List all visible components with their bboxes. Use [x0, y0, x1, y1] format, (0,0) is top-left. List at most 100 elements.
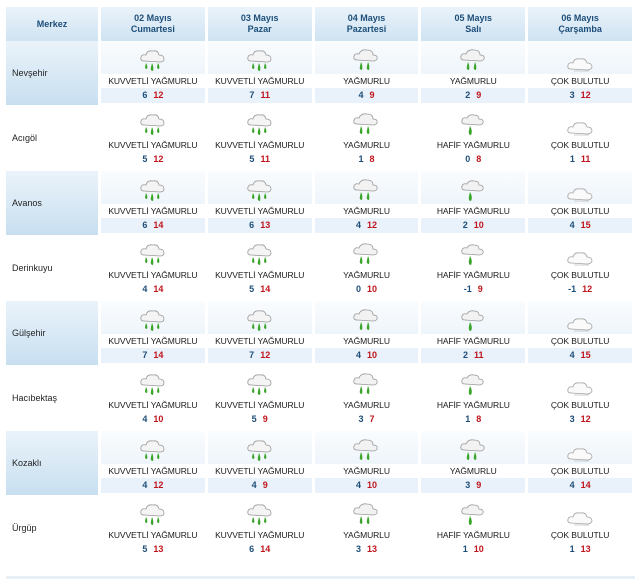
forecast-cell: HAFİF YAĞMURLU 1 10 [421, 495, 525, 561]
min-temperature: 6 [249, 544, 255, 554]
table-row: Kozaklı KUVVETLİ YAĞMURLU 4 12 KUVVETLİ YAĞM… [6, 431, 632, 495]
condition-label: YAĞMURLU [343, 76, 390, 86]
temperature-range: 5 14 [208, 282, 312, 297]
condition-label: YAĞMURLU [449, 466, 497, 476]
min-temperature: -1 [568, 284, 577, 294]
condition-label: KUVVETLİ YAĞMURLU [108, 206, 198, 216]
max-temperature: 9 [476, 480, 482, 490]
forecast-cell: YAĞMURLU 2 9 [421, 41, 526, 105]
day-weekday: Salı [465, 24, 482, 34]
heavy-rain-cloud-icon [101, 105, 205, 138]
condition-label: KUVVETLİ YAĞMURLU [108, 76, 198, 86]
temperature-range: 6 12 [101, 88, 205, 103]
min-temperature: 7 [142, 350, 148, 360]
condition-label: YAĞMURLU [343, 140, 390, 150]
max-temperature: 11 [260, 154, 270, 164]
max-temperature: 9 [262, 414, 268, 424]
min-temperature: 4 [142, 480, 148, 490]
forecast-cell: ÇOK BULUTLU 1 11 [528, 105, 632, 171]
condition-label: KUVVETLİ YAĞMURLU [215, 336, 305, 346]
max-temperature: 8 [476, 414, 482, 424]
condition-label: ÇOK BULUTLU [550, 76, 610, 86]
temperature-range: 7 14 [101, 348, 205, 363]
rain-cloud-icon [314, 301, 419, 334]
rain-cloud-icon [314, 41, 419, 74]
forecast-rows: Nevşehir KUVVETLİ YAĞMURLU 6 12 KUVVETLİ YAĞ… [6, 41, 632, 561]
min-temperature: 4 [358, 90, 364, 100]
city-cell: Nevşehir [6, 41, 98, 105]
light-rain-cloud-icon [421, 105, 525, 138]
forecast-cell: KUVVETLİ YAĞMURLU 6 14 [208, 495, 312, 561]
forecast-cell: YAĞMURLU 1 8 [315, 105, 419, 171]
condition-label: KUVVETLİ YAĞMURLU [108, 530, 198, 540]
city-name: Gülşehir [12, 328, 46, 338]
min-temperature: 6 [142, 90, 148, 100]
city-name: Derinkuyu [12, 263, 53, 273]
temperature-range: 7 12 [207, 348, 312, 363]
cloudy-icon [528, 301, 632, 334]
day-weekday: Cumartesi [130, 24, 175, 34]
condition-label: KUVVETLİ YAĞMURLU [215, 206, 305, 216]
table-row: Nevşehir KUVVETLİ YAĞMURLU 6 12 KUVVETLİ YAĞ… [6, 41, 632, 105]
heavy-rain-cloud-icon [207, 431, 312, 464]
condition-label: ÇOK BULUTLU [550, 530, 610, 540]
max-temperature: 15 [580, 350, 591, 360]
condition-label: KUVVETLİ YAĞMURLU [108, 466, 198, 476]
forecast-cell: KUVVETLİ YAĞMURLU 6 13 [207, 171, 312, 235]
max-temperature: 12 [366, 220, 377, 230]
min-temperature: 2 [462, 220, 468, 230]
city-name: Acıgöl [12, 133, 38, 143]
day-header: 04 Mayıs Pazartesi [314, 7, 419, 41]
max-temperature: 12 [580, 414, 591, 424]
max-temperature: 8 [369, 154, 375, 164]
city-cell: Ürgüp [6, 495, 98, 561]
condition-label: KUVVETLİ YAĞMURLU [108, 140, 198, 150]
cloudy-icon [528, 365, 632, 398]
temperature-range: 4 12 [101, 478, 205, 493]
max-temperature: 13 [366, 544, 377, 554]
table-row: Derinkuyu KUVVETLİ YAĞMURLU 4 14 KUVVETLİ YA… [6, 235, 632, 301]
max-temperature: 10 [153, 414, 164, 424]
condition-label: HAFİF YAĞMURLU [436, 206, 510, 216]
light-rain-cloud-icon [421, 235, 525, 268]
condition-label: KUVVETLİ YAĞMURLU [108, 270, 198, 280]
temperature-range: 1 10 [421, 542, 525, 557]
forecast-cell: ÇOK BULUTLU 4 14 [528, 431, 632, 495]
forecast-cell: YAĞMURLU 4 12 [314, 171, 419, 235]
city-name: Ürgüp [12, 523, 37, 533]
day-date: 05 Mayıs [454, 13, 493, 23]
condition-label: ÇOK BULUTLU [550, 400, 610, 410]
heavy-rain-cloud-icon [101, 301, 205, 334]
city-cell: Acıgöl [6, 105, 98, 171]
forecast-cell: KUVVETLİ YAĞMURLU 7 14 [101, 301, 205, 365]
city-name: Nevşehir [12, 68, 48, 78]
light-rain-cloud-icon [421, 495, 525, 528]
min-temperature: 0 [465, 154, 471, 164]
condition-label: ÇOK BULUTLU [550, 206, 610, 216]
max-temperature: 14 [580, 480, 591, 490]
max-temperature: 10 [366, 284, 377, 294]
table-row: Gülşehir KUVVETLİ YAĞMURLU 7 14 KUVVETLİ YAĞ… [6, 301, 632, 365]
forecast-cell: YAĞMURLU 3 9 [421, 431, 526, 495]
min-temperature: 2 [463, 350, 469, 360]
min-temperature: 5 [249, 154, 255, 164]
min-temperature: 5 [249, 284, 255, 294]
max-temperature: 15 [580, 220, 591, 230]
forecast-cell: KUVVETLİ YAĞMURLU 5 13 [101, 495, 205, 561]
max-temperature: 10 [366, 350, 377, 360]
condition-label: HAFİF YAĞMURLU [436, 270, 510, 280]
temperature-range: -1 9 [421, 282, 525, 297]
max-temperature: 14 [153, 220, 164, 230]
max-temperature: 12 [153, 154, 164, 164]
forecast-table: Merkez 02 Mayıs Cumartesi 03 Mayıs Pazar 0… [3, 7, 635, 561]
max-temperature: 9 [476, 90, 482, 100]
forecast-cell: ÇOK BULUTLU 4 15 [528, 171, 632, 235]
city-cell: Kozaklı [6, 431, 98, 495]
condition-label: KUVVETLİ YAĞMURLU [215, 400, 305, 410]
min-temperature: 4 [355, 350, 361, 360]
max-temperature: 12 [582, 284, 593, 294]
temperature-range: 4 10 [101, 412, 205, 427]
min-temperature: 7 [249, 350, 255, 360]
